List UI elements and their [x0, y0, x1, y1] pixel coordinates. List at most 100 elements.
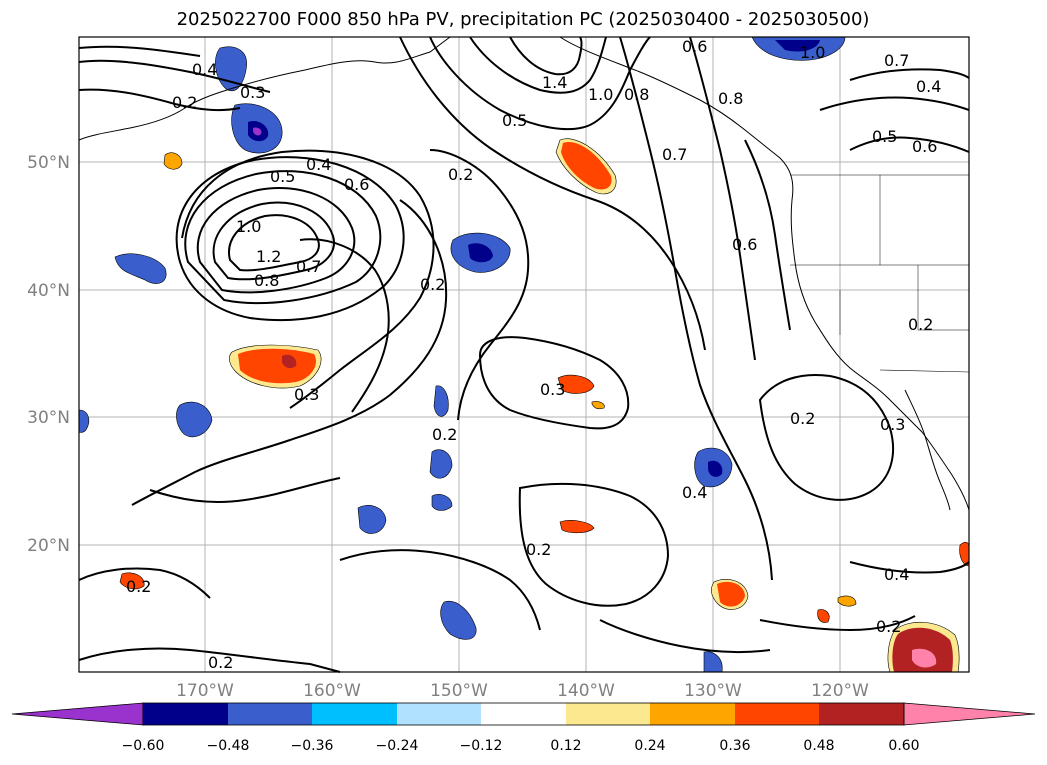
contour-label: 0.3 [540, 380, 565, 399]
pv-contour-east-2 [819, 96, 970, 111]
precip-pos-31n [591, 401, 605, 410]
colorbar-tick-label: 0.48 [803, 738, 834, 754]
contour-label: 0.4 [916, 77, 941, 96]
contour-label: 0.2 [790, 409, 815, 428]
colorbar-segment [735, 703, 819, 725]
colorbar-segment [650, 703, 735, 725]
lat-label-50n: 50°N [27, 153, 70, 173]
contour-label: 0.3 [294, 385, 319, 404]
pv-contour-ring-4 [184, 170, 382, 305]
colorbar-segment [397, 703, 481, 725]
contour-label: 0.8 [718, 89, 743, 108]
pv-contour-center-5 [744, 139, 791, 331]
contour-label: 0.7 [884, 51, 909, 70]
pv-contour-east-4 [758, 374, 895, 501]
pv-contours [78, 36, 970, 673]
pv-contour-ring-5 [175, 156, 405, 322]
precip-pos-33n [557, 374, 595, 394]
lon-label-120w: 120°W [811, 681, 869, 701]
pv-contour-south-6 [599, 619, 771, 654]
map-panel: 0.4 0.2 0.3 0.4 0.5 0.6 1.0 1.2 0.8 0.7 … [78, 36, 970, 673]
pv-contour-north-3 [509, 36, 583, 76]
pv-contour-center-1 [429, 149, 530, 421]
colorbar-tick-label: 0.60 [888, 738, 919, 754]
contour-label: 1.4 [542, 73, 567, 92]
pv-contour-south-2 [78, 647, 341, 673]
precip-pos-southeast-core [912, 648, 937, 668]
pv-contour-south-1 [78, 567, 211, 599]
contour-label: 0.2 [172, 93, 197, 112]
colorbar: −0.60 −0.48 −0.36 −0.24 −0.12 0.12 0.24 … [11, 702, 1036, 754]
precip-neg-northeast-core [775, 40, 820, 52]
precip-neg-west-41n [114, 253, 167, 284]
pv-contour-east-1 [849, 68, 970, 81]
contour-label: 0.4 [306, 155, 331, 174]
precip-pos-16n-mid [717, 581, 745, 607]
colorbar-segment [819, 703, 904, 725]
map-background [79, 37, 969, 672]
lon-label-130w: 130°W [684, 681, 742, 701]
pv-contour-north-4 [399, 36, 706, 351]
pv-contour-east-6 [759, 615, 916, 632]
colorbar-tick-label: −0.24 [376, 738, 419, 754]
border-us-mexico [879, 369, 970, 373]
contour-label: 0.5 [872, 127, 897, 146]
colorbar-tick-label: −0.36 [291, 738, 334, 754]
coastline-bc [559, 36, 970, 511]
pv-contour-tail [299, 238, 390, 413]
contour-label: 1.0 [236, 217, 261, 236]
pv-contour-north-7 [78, 45, 201, 57]
pv-contour-outer [131, 199, 448, 506]
pv-contour-north-2 [469, 36, 607, 94]
contour-label: 0.5 [502, 111, 527, 130]
map-title: 2025022700 F000 850 hPa PV, precipitatio… [177, 9, 870, 30]
pv-contour-east-5 [849, 561, 970, 574]
colorbar-extend-high [903, 702, 1036, 726]
pv-contour-ring-3 [196, 186, 356, 294]
pv-contour-ring-6 [181, 149, 435, 409]
precip-neg-26n-a [433, 385, 449, 417]
pv-contour-south-4 [149, 477, 341, 503]
contour-label: 0.3 [880, 415, 905, 434]
colorbar-extend-low [11, 702, 144, 726]
contour-label: 1.2 [256, 247, 281, 266]
precip-pos-38n-core [282, 354, 297, 369]
precip-neg-130w-26n-core [708, 460, 723, 477]
colorbar-outline [142, 702, 905, 726]
colorbar-segment [312, 703, 397, 725]
lat-label-20n: 20°N [27, 536, 70, 556]
pv-contour-north-1 [429, 36, 651, 131]
precip-neg-26n-b [429, 449, 453, 479]
colorbar-tick-label: 0.24 [634, 738, 665, 754]
state-borders [790, 175, 969, 335]
contour-label: 1.0 [588, 85, 613, 104]
precip-pos-22n [559, 520, 595, 534]
pv-contour-center-3 [619, 36, 773, 581]
colorbar-tick-label: 0.12 [550, 738, 581, 754]
lat-label-40n: 40°N [27, 281, 70, 301]
pv-contour-center-4 [689, 36, 756, 361]
colorbar-tick-label: −0.60 [122, 738, 165, 754]
precip-pos-southwest [119, 572, 145, 590]
contour-label: 0.6 [344, 175, 369, 194]
contour-label: 0.2 [876, 617, 901, 636]
coastline-baja [904, 389, 951, 511]
contour-label: 0.6 [732, 235, 757, 254]
contour-label: 0.6 [912, 137, 937, 156]
contour-label: 0.8 [624, 85, 649, 104]
contour-label: 0.4 [884, 565, 909, 584]
pv-contour-north-5 [78, 59, 271, 93]
colorbar-segment [143, 703, 228, 725]
pv-contour-south-5 [339, 549, 541, 631]
precip-neg-29n [176, 401, 213, 438]
lon-label-160w: 160°W [303, 681, 361, 701]
pv-contour-center-2 [478, 336, 630, 430]
contour-label: 0.6 [682, 37, 707, 56]
lon-label-170w: 170°W [176, 681, 234, 701]
precip-pos-38n-mid [238, 348, 316, 384]
colorbar-tick-label: −0.12 [460, 738, 503, 754]
contour-label: 0.7 [662, 145, 687, 164]
contour-label: 0.2 [432, 425, 457, 444]
colorbar-tick-label: −0.48 [207, 738, 250, 754]
colorbar-segment [228, 703, 312, 725]
